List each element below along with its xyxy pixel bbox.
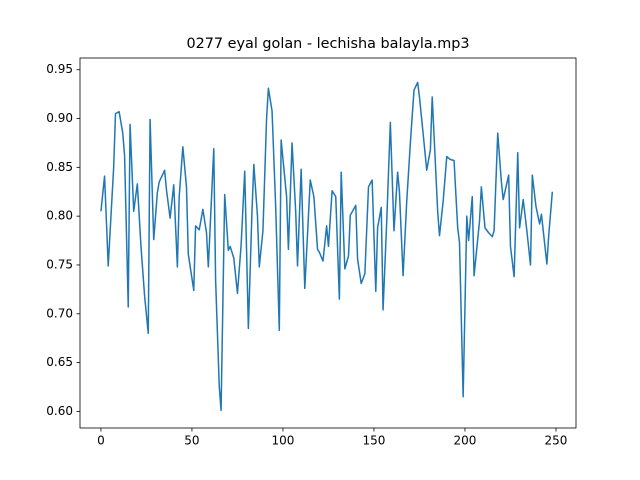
plot-frame [79,57,577,429]
x-tick-label: 100 [271,434,294,448]
y-tick-label: 0.65 [46,355,73,369]
chart-title: 0277 eyal golan - lechisha balayla.mp3 [186,36,469,52]
y-tick-label: 0.85 [46,160,73,174]
y-tick-label: 0.90 [46,111,73,125]
data-line [100,81,554,412]
x-tick-label: 250 [545,434,568,448]
y-tick-label: 0.80 [46,209,73,223]
y-tick-label: 0.60 [46,404,73,418]
y-tick-label: 0.95 [46,62,73,76]
y-tick-label: 0.70 [46,306,73,320]
x-tick-label: 150 [363,434,386,448]
x-tick-label: 50 [184,434,199,448]
y-tick-label: 0.75 [46,257,73,271]
x-tick-label: 0 [97,434,105,448]
x-tick-label: 200 [454,434,477,448]
